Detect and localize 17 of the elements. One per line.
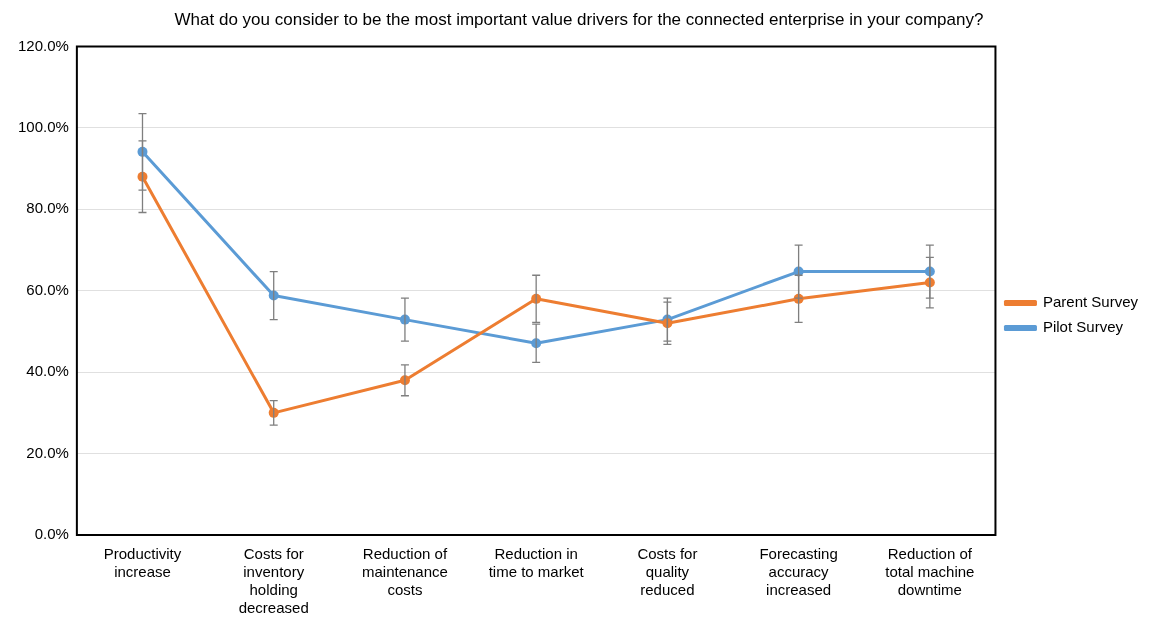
chart-title: What do you consider to be the most important value drivers for the connected enterprise in your company? [174, 9, 984, 29]
x-tick-label: Productivity increase [103, 545, 182, 581]
x-tick-label: Reduction in time to market [488, 545, 585, 581]
y-tick-label: 80.0% [26, 199, 69, 217]
legend-label: Pilot Survey [1042, 318, 1124, 336]
y-tick-label: 40.0% [26, 362, 69, 380]
x-tick-label: Reduction of maintenance costs [361, 545, 448, 599]
y-tick-label: 60.0% [26, 280, 69, 298]
x-tick-label: Costs for inventory holding decreased [238, 545, 309, 617]
x-tick-label: Reduction of total machine downtime [885, 545, 975, 599]
x-tick-label: Costs for quality reduced [637, 545, 698, 599]
y-tick-label: 100.0% [18, 117, 69, 135]
y-tick-label: 120.0% [18, 36, 69, 54]
y-tick-label: 20.0% [26, 443, 69, 461]
y-tick-label: 0.0% [34, 525, 69, 543]
legend-label: Parent Survey [1042, 293, 1139, 311]
x-tick-label: Forecasting accuracy increased [759, 545, 838, 599]
